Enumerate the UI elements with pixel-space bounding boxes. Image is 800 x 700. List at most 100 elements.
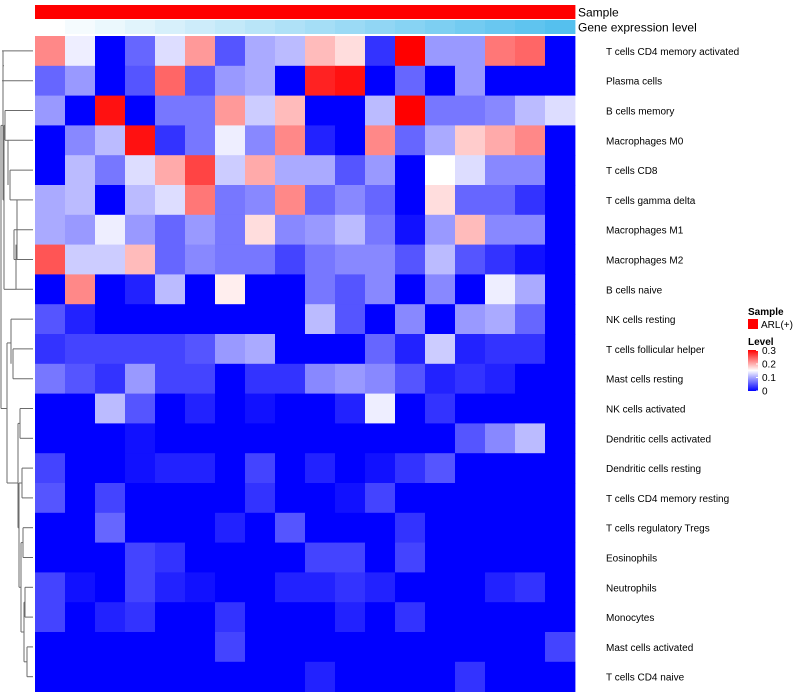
- heatmap-cell: [95, 125, 126, 156]
- annotation-expression-cell: [65, 20, 96, 34]
- annotation-tracks: [35, 5, 576, 34]
- heatmap-cell: [335, 363, 366, 394]
- heatmap-cell: [545, 155, 576, 186]
- heatmap-cell: [275, 36, 306, 67]
- heatmap-cell: [515, 274, 546, 305]
- heatmap-cell: [455, 274, 486, 305]
- heatmap-cell: [245, 36, 276, 67]
- heatmap-cell: [515, 453, 546, 484]
- heatmap-cell: [215, 393, 246, 424]
- heatmap-cell: [155, 95, 186, 126]
- heatmap-cell: [305, 542, 336, 573]
- heatmap-cell: [245, 65, 276, 96]
- heatmap-cell: [425, 155, 456, 186]
- heatmap-cell: [35, 274, 66, 305]
- heatmap-cells: [35, 36, 576, 692]
- heatmap-cell: [395, 65, 426, 96]
- heatmap-cell: [395, 632, 426, 663]
- heatmap-cell: [95, 155, 126, 186]
- heatmap-cell: [215, 483, 246, 514]
- heatmap-cell: [35, 95, 66, 126]
- heatmap-cell: [95, 185, 126, 216]
- heatmap-cell: [245, 453, 276, 484]
- heatmap-cell: [305, 185, 336, 216]
- heatmap-cell: [365, 125, 396, 156]
- heatmap-cell: [155, 542, 186, 573]
- heatmap-cell: [485, 423, 516, 454]
- heatmap-cell: [485, 602, 516, 633]
- heatmap-cell: [335, 423, 366, 454]
- row-label: Plasma cells: [606, 77, 662, 88]
- heatmap-cell: [155, 36, 186, 67]
- heatmap-cell: [545, 483, 576, 514]
- heatmap-cell: [275, 334, 306, 365]
- heatmap-cell: [305, 95, 336, 126]
- annotation-expression-cell: [275, 20, 306, 34]
- heatmap-cell: [425, 363, 456, 394]
- heatmap-cell: [515, 65, 546, 96]
- heatmap-cell: [425, 393, 456, 424]
- heatmap-cell: [35, 363, 66, 394]
- heatmap-cell: [455, 542, 486, 573]
- heatmap-cell: [245, 244, 276, 275]
- heatmap-cell: [65, 602, 96, 633]
- heatmap-cell: [155, 274, 186, 305]
- heatmap-cell: [305, 453, 336, 484]
- heatmap-cell: [95, 542, 126, 573]
- heatmap-cell: [95, 304, 126, 335]
- heatmap-cell: [365, 661, 396, 692]
- annotation-expression-cell: [35, 20, 66, 34]
- heatmap-cell: [545, 602, 576, 633]
- heatmap-cell: [95, 274, 126, 305]
- heatmap-cell: [395, 483, 426, 514]
- legend-sample-swatch: [748, 319, 758, 329]
- annotation-sample-cell: [395, 5, 426, 19]
- row-label: T cells CD4 memory activated: [606, 47, 739, 58]
- heatmap-cell: [485, 393, 516, 424]
- heatmap-cell: [545, 334, 576, 365]
- heatmap-cell: [485, 632, 516, 663]
- heatmap-cell: [95, 363, 126, 394]
- heatmap-cell: [155, 572, 186, 603]
- annotation-sample-cell: [65, 5, 96, 19]
- heatmap-cell: [95, 453, 126, 484]
- legend-level-title: Level: [748, 337, 774, 348]
- heatmap-cell: [275, 244, 306, 275]
- heatmap-cell: [455, 393, 486, 424]
- heatmap-cell: [485, 65, 516, 96]
- heatmap-cell: [185, 125, 216, 156]
- heatmap-cell: [185, 363, 216, 394]
- heatmap-cell: [65, 65, 96, 96]
- heatmap-cell: [545, 632, 576, 663]
- annotation-expression-cell: [215, 20, 246, 34]
- heatmap-cell: [365, 274, 396, 305]
- heatmap-cell: [545, 304, 576, 335]
- row-label: Mast cells resting: [606, 375, 683, 386]
- heatmap-cell: [425, 95, 456, 126]
- heatmap-cell: [365, 393, 396, 424]
- heatmap-cell: [515, 512, 546, 543]
- heatmap-cell: [425, 453, 456, 484]
- heatmap-cell: [335, 512, 366, 543]
- heatmap-cell: [155, 632, 186, 663]
- heatmap-cell: [395, 661, 426, 692]
- heatmap-cell: [395, 95, 426, 126]
- heatmap-cell: [455, 632, 486, 663]
- heatmap-cell: [425, 661, 456, 692]
- row-label: Macrophages M1: [606, 226, 684, 237]
- annotation-sample-cell: [155, 5, 186, 19]
- heatmap-cell: [65, 363, 96, 394]
- legend-sample-entry: ARL(+): [761, 320, 793, 331]
- heatmap-cell: [185, 155, 216, 186]
- heatmap-cell: [65, 393, 96, 424]
- heatmap-cell: [155, 453, 186, 484]
- heatmap-cell: [515, 125, 546, 156]
- heatmap-cell: [455, 334, 486, 365]
- heatmap-cell: [125, 572, 156, 603]
- heatmap-cell: [395, 602, 426, 633]
- heatmap-cell: [425, 572, 456, 603]
- heatmap-cell: [305, 125, 336, 156]
- heatmap-cell: [65, 185, 96, 216]
- annotation-sample-cell: [95, 5, 126, 19]
